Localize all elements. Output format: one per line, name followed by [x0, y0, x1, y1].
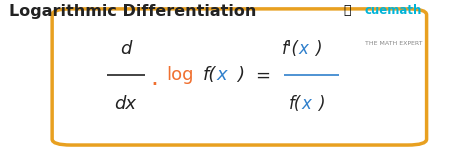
Text: ): ) — [315, 40, 322, 58]
Text: cuemath: cuemath — [365, 4, 422, 17]
Text: f'(: f'( — [282, 40, 299, 58]
Text: dx: dx — [115, 95, 137, 113]
Text: .: . — [150, 66, 158, 90]
Text: x: x — [299, 40, 309, 58]
Text: ): ) — [237, 66, 244, 85]
Text: 🚀: 🚀 — [344, 4, 351, 17]
Text: THE MATH EXPERT: THE MATH EXPERT — [365, 41, 422, 46]
FancyBboxPatch shape — [52, 9, 427, 145]
Text: Logarithmic Differentiation: Logarithmic Differentiation — [9, 4, 257, 19]
Text: x: x — [301, 95, 311, 113]
Text: d: d — [120, 40, 131, 58]
Text: x: x — [216, 66, 227, 85]
Text: ): ) — [318, 95, 324, 113]
Text: log: log — [166, 66, 194, 85]
Text: f(: f( — [202, 66, 216, 85]
Text: f(: f( — [289, 95, 301, 113]
Text: =: = — [255, 66, 271, 85]
